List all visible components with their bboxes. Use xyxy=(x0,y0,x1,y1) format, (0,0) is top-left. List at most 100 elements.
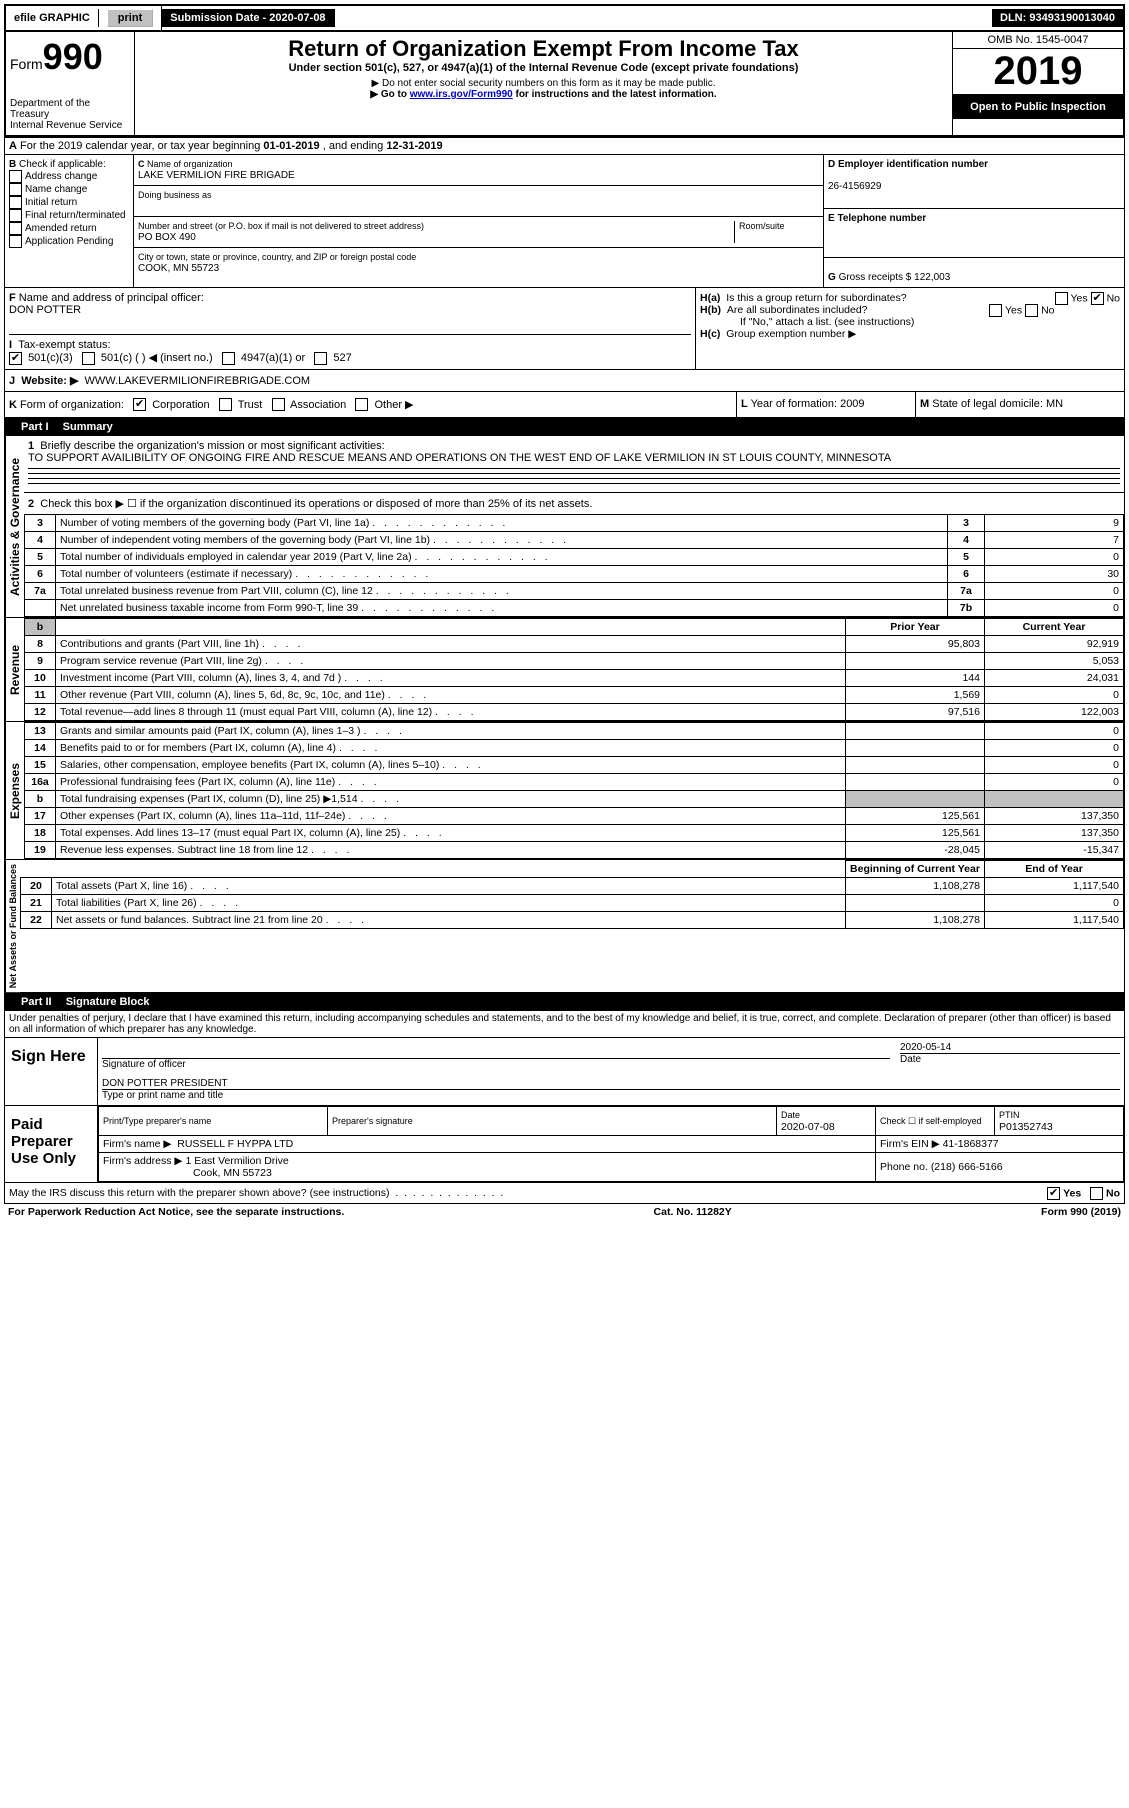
chk-hb-yes[interactable] xyxy=(989,304,1002,317)
table-row: 20Total assets (Part X, line 16) . . . .… xyxy=(21,878,1124,895)
ein: 26-4156929 xyxy=(828,181,881,192)
vert-revenue: Revenue xyxy=(5,618,24,721)
sig-date: 2020-05-14 xyxy=(900,1042,1120,1054)
firm-addr1: 1 East Vermilion Drive xyxy=(185,1155,288,1167)
table-row: 13Grants and similar amounts paid (Part … xyxy=(25,723,1124,740)
officer-name: DON POTTER xyxy=(9,304,81,316)
box-j: J Website: ▶ WWW.LAKEVERMILIONFIREBRIGAD… xyxy=(4,370,1125,392)
chk-name-change[interactable] xyxy=(9,183,22,196)
chk-trust[interactable] xyxy=(219,398,232,411)
box-k: K Form of organization: Corporation Trus… xyxy=(5,392,737,418)
table-row: 16aProfessional fundraising fees (Part I… xyxy=(25,774,1124,791)
gross-receipts: Gross receipts $ 122,003 xyxy=(839,272,951,283)
chk-corp[interactable] xyxy=(133,398,146,411)
table-row: 19Revenue less expenses. Subtract line 1… xyxy=(25,842,1124,859)
firm-ein: 41-1868377 xyxy=(943,1138,999,1150)
line-2: 2 Check this box ▶ ☐ if the organization… xyxy=(24,492,1124,514)
irs-link[interactable]: www.irs.gov/Form990 xyxy=(410,89,513,100)
chk-discuss-yes[interactable] xyxy=(1047,1187,1060,1200)
form-header: Form990 Department of the Treasury Inter… xyxy=(4,32,1125,137)
chk-initial-return[interactable] xyxy=(9,196,22,209)
table-row: 5Total number of individuals employed in… xyxy=(25,549,1124,566)
k-l-m-row: K Form of organization: Corporation Trus… xyxy=(4,392,1125,419)
sig-officer-label: Signature of officer xyxy=(102,1059,186,1070)
efile-label: efile GRAPHIC xyxy=(6,9,99,27)
table-row: 17Other expenses (Part IX, column (A), l… xyxy=(25,808,1124,825)
print-button[interactable]: print xyxy=(107,9,153,27)
top-bar: efile GRAPHIC print Submission Date - 20… xyxy=(4,4,1125,32)
chk-app-pending[interactable] xyxy=(9,235,22,248)
chk-527[interactable] xyxy=(314,352,327,365)
submission-date: Submission Date - 2020-07-08 xyxy=(162,9,334,27)
table-row: 10Investment income (Part VIII, column (… xyxy=(25,670,1124,687)
chk-ha-no[interactable] xyxy=(1091,292,1104,305)
chk-501c[interactable] xyxy=(82,352,95,365)
line-1: 1 Briefly describe the organization's mi… xyxy=(24,436,1124,492)
table-row: 7aTotal unrelated business revenue from … xyxy=(25,583,1124,600)
self-employed: Check ☐ if self-employed xyxy=(880,1116,982,1126)
firm-addr2: Cook, MN 55723 xyxy=(103,1167,272,1179)
sign-here-block: Sign Here Signature of officer 2020-05-1… xyxy=(4,1038,1125,1183)
chk-ha-yes[interactable] xyxy=(1055,292,1068,305)
table-row: 22Net assets or fund balances. Subtract … xyxy=(21,912,1124,929)
firm-name: RUSSELL F HYPPA LTD xyxy=(177,1138,293,1150)
table-row: 6Total number of volunteers (estimate if… xyxy=(25,566,1124,583)
part2-header: Part II Signature Block xyxy=(4,993,1125,1011)
table-row: 15Salaries, other compensation, employee… xyxy=(25,757,1124,774)
form-number: 990 xyxy=(43,36,103,77)
table-row: 14Benefits paid to or for members (Part … xyxy=(25,740,1124,757)
f-h-row: F Name and address of principal officer:… xyxy=(4,288,1125,370)
table-row: 3Number of voting members of the governi… xyxy=(25,515,1124,532)
chk-other[interactable] xyxy=(355,398,368,411)
website-url: WWW.LAKEVERMILIONFIREBRIGADE.COM xyxy=(85,375,311,387)
discuss-row: May the IRS discuss this return with the… xyxy=(4,1183,1125,1204)
vert-expenses: Expenses xyxy=(5,722,24,859)
page-footer: For Paperwork Reduction Act Notice, see … xyxy=(4,1204,1125,1220)
chk-501c3[interactable] xyxy=(9,352,22,365)
table-row: Net unrelated business taxable income fr… xyxy=(25,600,1124,617)
table-row: 21Total liabilities (Part X, line 26) . … xyxy=(21,895,1124,912)
form-title-box: Return of Organization Exempt From Incom… xyxy=(135,32,952,135)
chk-assoc[interactable] xyxy=(272,398,285,411)
row-a-period: A For the 2019 calendar year, or tax yea… xyxy=(4,137,1125,155)
box-l: L Year of formation: 2009 xyxy=(737,392,916,418)
spacer xyxy=(335,15,992,21)
chk-discuss-no[interactable] xyxy=(1090,1187,1103,1200)
form-title: Return of Organization Exempt From Incom… xyxy=(139,36,948,62)
exp-table: 13Grants and similar amounts paid (Part … xyxy=(24,722,1124,859)
net-table: Beginning of Current Year End of Year 20… xyxy=(20,860,1124,929)
box-c: C Name of organization LAKE VERMILION FI… xyxy=(134,155,1124,287)
subtitle-1: Under section 501(c), 527, or 4947(a)(1)… xyxy=(139,62,948,74)
org-address: PO BOX 490 xyxy=(138,232,196,243)
box-b: B Check if applicable: Address change Na… xyxy=(5,155,134,287)
box-m: M State of legal domicile: MN xyxy=(916,392,1124,418)
dln: DLN: 93493190013040 xyxy=(992,9,1123,27)
phone-label: E Telephone number xyxy=(828,213,926,224)
chk-address-change[interactable] xyxy=(9,170,22,183)
table-row: 11Other revenue (Part VIII, column (A), … xyxy=(25,687,1124,704)
tax-year: 2019 xyxy=(953,49,1123,95)
box-f: F Name and address of principal officer:… xyxy=(9,292,691,316)
org-name: LAKE VERMILION FIRE BRIGADE xyxy=(138,170,295,181)
table-row: 4Number of independent voting members of… xyxy=(25,532,1124,549)
chk-hb-no[interactable] xyxy=(1025,304,1038,317)
vert-netassets: Net Assets or Fund Balances xyxy=(5,860,20,992)
table-row: bTotal fundraising expenses (Part IX, co… xyxy=(25,791,1124,808)
rev-table: b Prior Year Current Year 8Contributions… xyxy=(24,618,1124,721)
table-row: 18Total expenses. Add lines 13–17 (must … xyxy=(25,825,1124,842)
perjury-declaration: Under penalties of perjury, I declare th… xyxy=(4,1011,1125,1038)
subtitle-3: ▶ Go to www.irs.gov/Form990 for instruct… xyxy=(139,89,948,100)
dept-treasury: Department of the Treasury Internal Reve… xyxy=(10,98,130,131)
subtitle-2: ▶ Do not enter social security numbers o… xyxy=(139,78,948,89)
sign-here-label: Sign Here xyxy=(5,1038,98,1105)
chk-4947[interactable] xyxy=(222,352,235,365)
entity-block: B Check if applicable: Address change Na… xyxy=(4,155,1125,288)
omb-number: OMB No. 1545-0047 xyxy=(953,32,1123,49)
table-row: 8Contributions and grants (Part VIII, li… xyxy=(25,636,1124,653)
open-public: Open to Public Inspection xyxy=(953,95,1123,119)
chk-amended[interactable] xyxy=(9,222,22,235)
chk-final-return[interactable] xyxy=(9,209,22,222)
table-row: 9Program service revenue (Part VIII, lin… xyxy=(25,653,1124,670)
gov-table: 3Number of voting members of the governi… xyxy=(24,514,1124,617)
box-d-e-g: D Employer identification number 26-4156… xyxy=(823,155,1124,287)
